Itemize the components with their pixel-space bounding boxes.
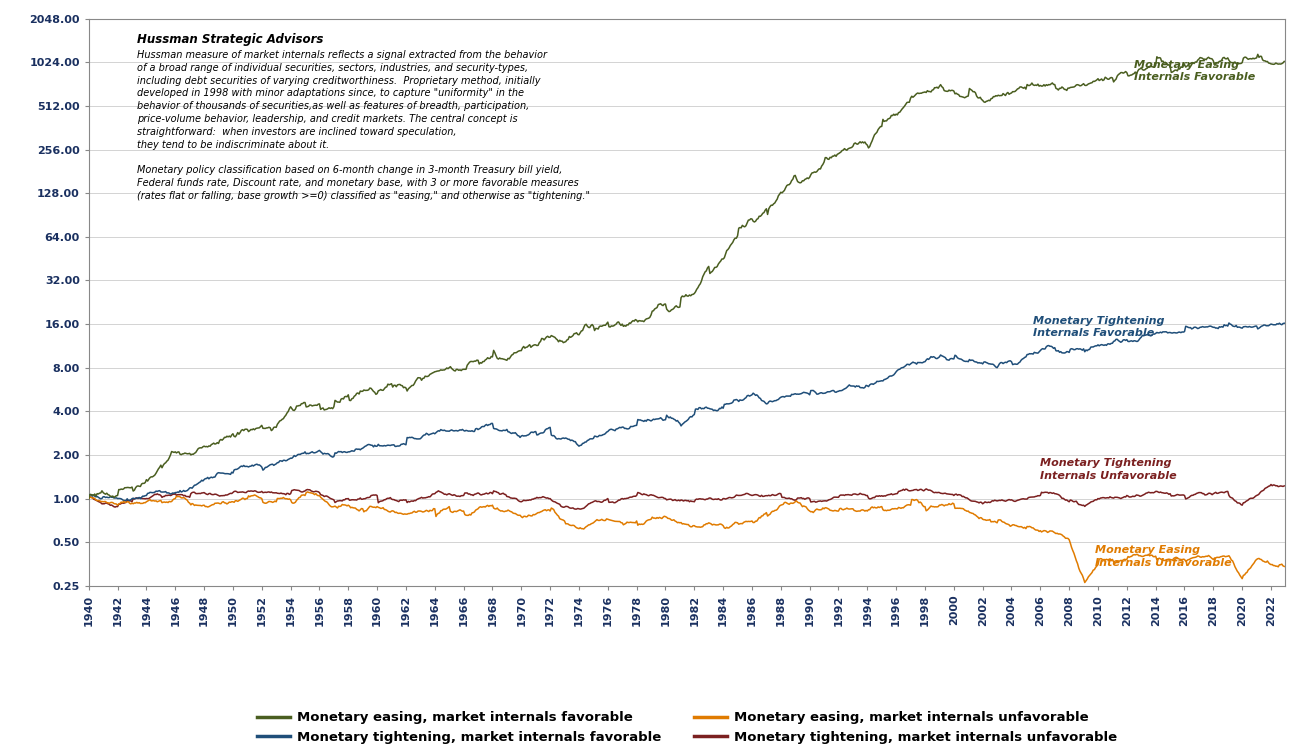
Text: Monetary Tightening
Internals Unfavorable: Monetary Tightening Internals Unfavorabl… [1040, 458, 1177, 481]
Text: Hussman Strategic Advisors: Hussman Strategic Advisors [137, 33, 322, 46]
Text: Monetary Easing
Internals Unfavorable: Monetary Easing Internals Unfavorable [1095, 545, 1232, 568]
Legend: Monetary easing, market internals favorable, Monetary tightening, market interna: Monetary easing, market internals favora… [252, 706, 1122, 749]
Text: Hussman measure of market internals reflects a signal extracted from the behavio: Hussman measure of market internals refl… [137, 50, 590, 201]
Text: Monetary Tightening
Internals Favorable: Monetary Tightening Internals Favorable [1034, 315, 1164, 338]
Text: Monetary Easing
Internals Favorable: Monetary Easing Internals Favorable [1134, 59, 1255, 82]
